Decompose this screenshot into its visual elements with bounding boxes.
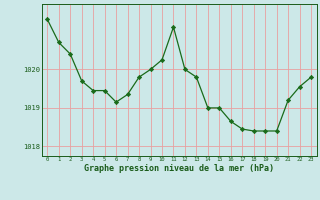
X-axis label: Graphe pression niveau de la mer (hPa): Graphe pression niveau de la mer (hPa)	[84, 164, 274, 173]
